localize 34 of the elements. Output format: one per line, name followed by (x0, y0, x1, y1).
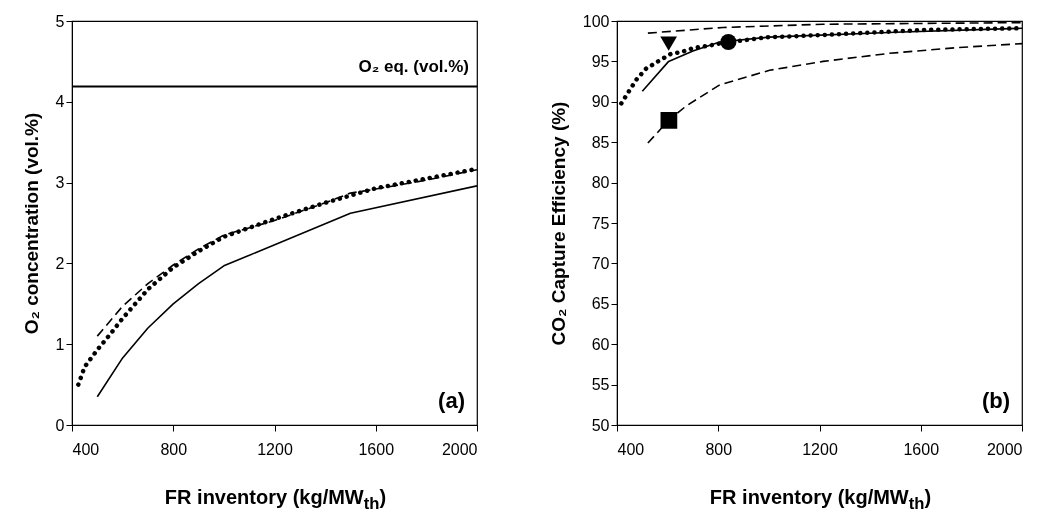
x-axis-title: FR inventory (kg/MW$_{th}$) (709, 486, 932, 514)
y-tick-label: 50 (591, 416, 610, 434)
y-tick-label: 2 (55, 254, 65, 272)
annotation: (a) (438, 388, 465, 413)
y-tick-label: 0 (55, 416, 65, 434)
x-tick-label: 800 (705, 440, 733, 458)
y-tick-label: 95 (591, 52, 610, 70)
y-tick-label: 75 (591, 214, 610, 232)
y-tick-label: 80 (591, 174, 610, 192)
y-tick-label: 1 (55, 335, 65, 353)
x-tick-label: 1200 (802, 440, 838, 458)
y-tick-label: 100 (582, 12, 610, 30)
x-tick-label: 1600 (358, 440, 395, 458)
y-tick-label: 65 (591, 295, 610, 313)
y-tick-label: 5 (55, 12, 65, 30)
ref-line-label: O₂ eq. (vol.%) (358, 57, 469, 77)
x-tick-label: 400 (617, 440, 645, 458)
y-tick-label: 60 (591, 335, 610, 353)
x-tick-label: 400 (72, 440, 100, 458)
annotation: (b) (981, 388, 1010, 413)
x-tick-label: 1200 (257, 440, 293, 458)
x-tick-label: 1600 (903, 440, 940, 458)
x-tick-label: 2000 (986, 440, 1023, 458)
y-axis-title: O₂ concentration (vol.%) (20, 112, 42, 335)
y-tick-label: 55 (591, 376, 610, 394)
y-tick-label: 90 (591, 93, 610, 111)
y-tick-label: 3 (55, 174, 65, 192)
x-axis-title: FR inventory (kg/MW$_{th}$) (164, 486, 387, 514)
x-tick-label: 2000 (441, 440, 478, 458)
x-tick-label: 800 (160, 440, 188, 458)
y-tick-label: 85 (591, 133, 610, 151)
y-tick-label: 4 (55, 93, 65, 111)
y-axis-title: CO₂ Capture Efficiency (%) (547, 101, 569, 346)
y-tick-label: 70 (591, 254, 610, 272)
